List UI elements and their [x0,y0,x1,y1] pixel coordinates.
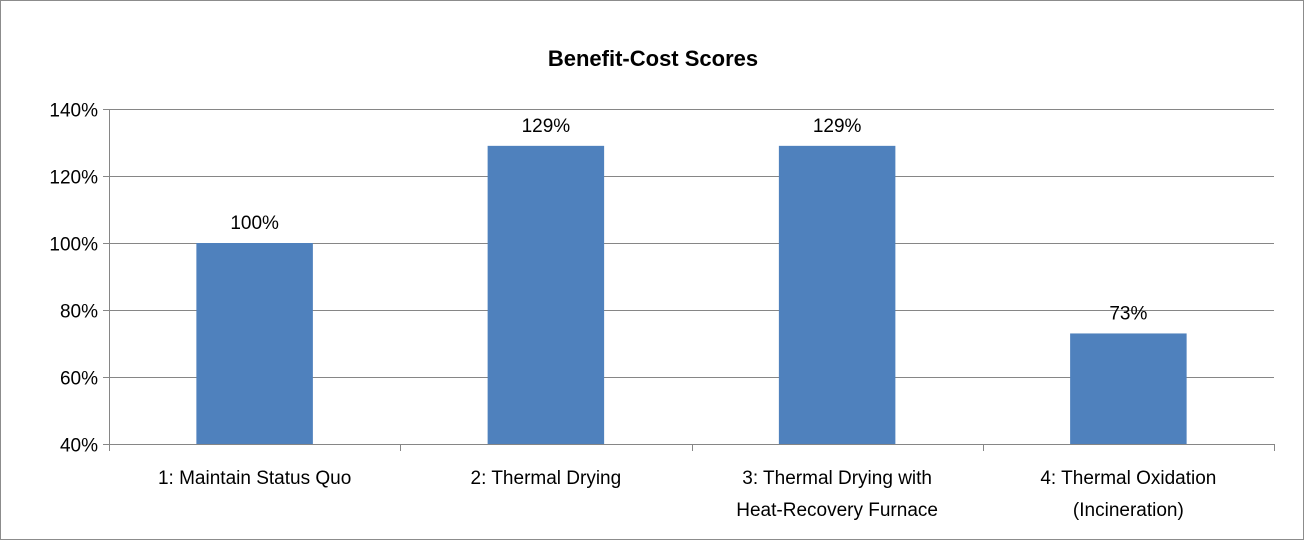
bar [487,145,605,444]
y-tick-label: 120% [49,168,98,189]
axes [103,109,1275,451]
data-label: 129% [813,116,862,137]
y-tick-label: 60% [60,369,98,390]
y-tick-label: 80% [60,302,98,323]
data-label: 129% [522,116,571,137]
labels: 40% 60% 80% 100% 120% 140% 100% 129% 129% 73% 1: M… [49,101,1216,522]
x-category-label: 3: Thermal Drying with [742,468,932,489]
data-label: 73% [1109,303,1147,324]
x-category-label: Heat-Recovery Furnace [736,500,938,521]
x-category-label: 4: Thermal Oxidation [1040,468,1216,489]
bar [778,145,896,444]
y-tick-label: 140% [49,101,98,122]
x-category-label: 1: Maintain Status Quo [158,468,351,489]
chart-title: Benefit-Cost Scores [548,46,758,71]
bar [196,243,313,444]
x-category-label: 2: Thermal Drying [471,468,622,489]
data-label: 100% [230,213,279,234]
bar [1070,333,1187,444]
y-tick-label: 100% [49,235,98,256]
x-category-label: (Incineration) [1073,500,1184,521]
y-tick-label: 40% [60,436,98,457]
bars [196,145,1187,444]
